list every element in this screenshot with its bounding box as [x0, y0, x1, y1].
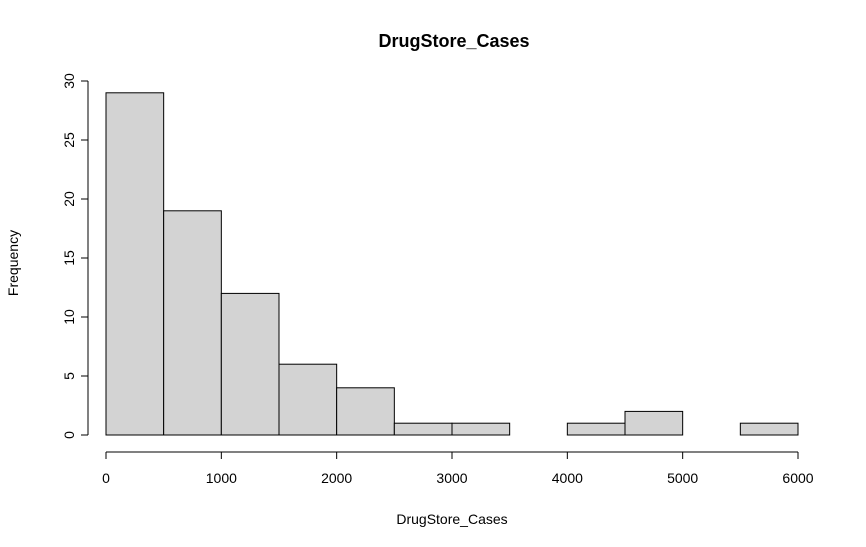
histogram-bar: [105, 92, 165, 436]
x-tick-label: 3000: [436, 470, 467, 486]
x-axis-label: DrugStore_Cases: [396, 511, 507, 527]
x-tick-label: 4000: [552, 470, 583, 486]
y-tick-label: 30: [61, 73, 77, 89]
histogram-bar: [624, 410, 684, 436]
histogram-bar: [336, 387, 395, 436]
y-axis-label: Frequency: [5, 230, 21, 296]
y-tick-label: 25: [61, 132, 77, 148]
y-axis: 0 5 10 15 20 25 30: [61, 73, 89, 439]
y-tick-label: 20: [61, 191, 77, 207]
histogram-bar: [278, 363, 338, 436]
histogram-bar: [739, 422, 799, 436]
histogram-bar: [451, 422, 511, 436]
bars-group: [105, 92, 799, 436]
histogram-bar: [393, 422, 453, 436]
x-tick-label: 6000: [782, 470, 813, 486]
x-tick-label: 0: [102, 470, 110, 486]
histogram-bar: [566, 422, 626, 436]
x-axis: 0 1000 2000 3000 4000 5000 6000: [102, 451, 814, 486]
x-tick-label: 2000: [321, 470, 352, 486]
x-tick-label: 5000: [667, 470, 698, 486]
histogram-bar: [220, 292, 280, 436]
y-tick-label: 5: [61, 372, 77, 380]
y-tick-label: 15: [61, 250, 77, 266]
y-tick-label: 0: [61, 431, 77, 439]
histogram-bar: [163, 210, 222, 436]
y-tick-label: 10: [61, 309, 77, 325]
x-tick-label: 1000: [206, 470, 237, 486]
chart-title: DrugStore_Cases: [378, 31, 529, 51]
